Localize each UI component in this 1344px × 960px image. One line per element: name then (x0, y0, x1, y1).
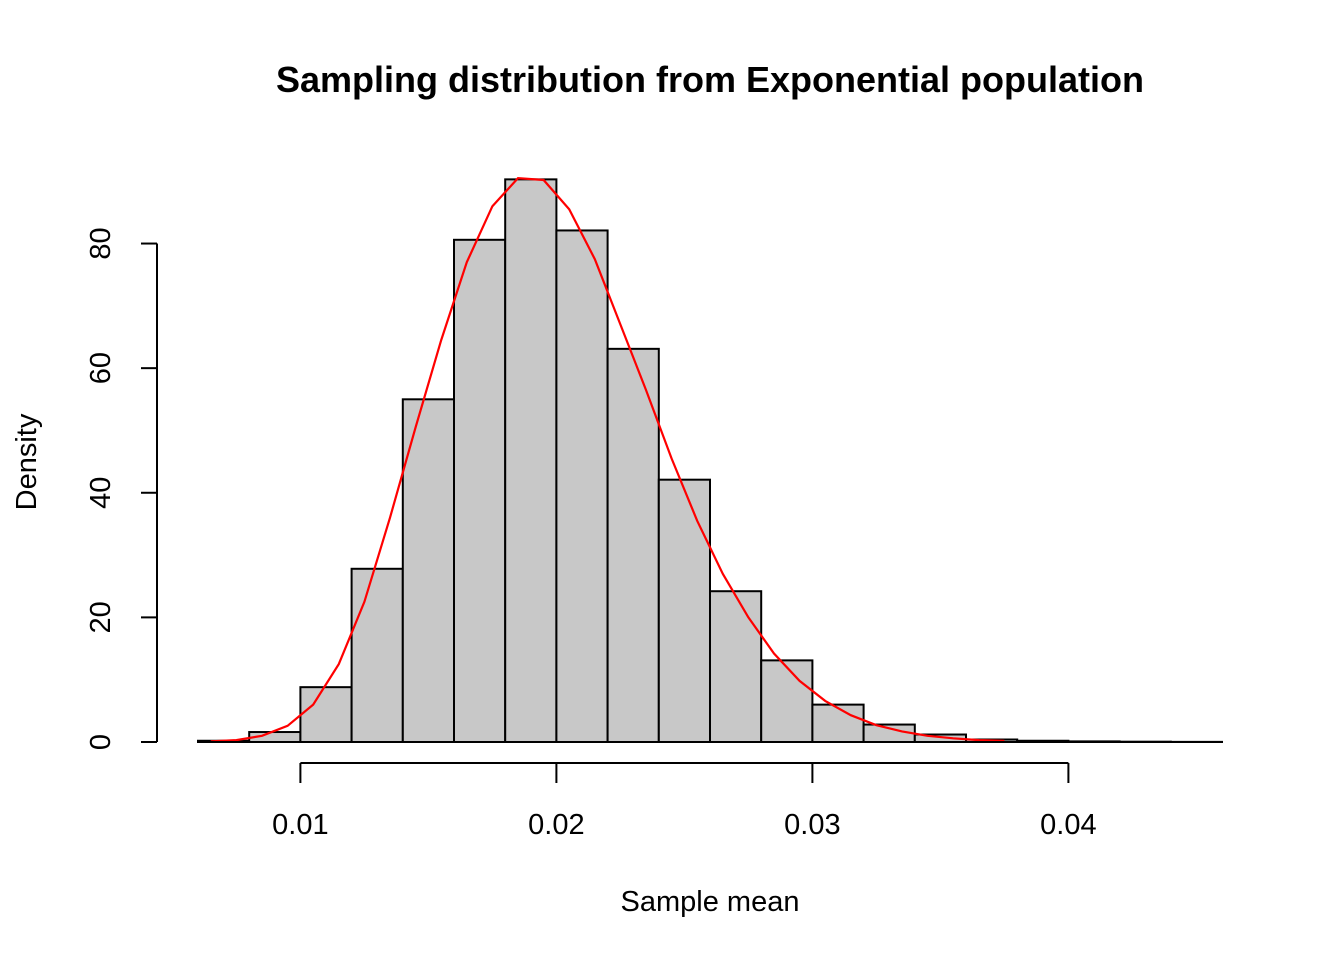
histogram-bar (350, 567, 404, 743)
y-axis: 0 20 40 60 80 (85, 227, 158, 750)
x-tick-label: 0.04 (1040, 809, 1096, 841)
x-tick-label: 0.02 (528, 809, 584, 841)
histogram-bar (657, 478, 711, 743)
y-tick-label: 60 (85, 352, 117, 384)
y-tick-label: 0 (85, 734, 117, 750)
y-tick-label: 40 (85, 477, 117, 509)
chart-title: Sampling distribution from Exponential p… (276, 59, 1144, 100)
histogram-bars (197, 178, 1224, 744)
y-axis-label: Density (11, 413, 43, 510)
histogram-bar (555, 229, 609, 743)
histogram-bar (504, 178, 558, 744)
density-curve (210, 176, 1005, 743)
histogram-bar (401, 398, 455, 743)
y-tick-label: 80 (85, 227, 117, 259)
x-tick-label: 0.03 (784, 809, 840, 841)
x-axis: 0.01 0.02 0.03 0.04 (272, 762, 1097, 841)
histogram-bar (606, 347, 660, 743)
histogram-bar (453, 238, 507, 744)
x-tick-label: 0.01 (272, 809, 328, 841)
histogram-bar (811, 703, 865, 743)
x-axis-label: Sample mean (621, 886, 800, 918)
y-tick-label: 20 (85, 601, 117, 633)
histogram-bar (760, 659, 814, 744)
histogram-bar (299, 686, 353, 744)
histogram-bar (709, 590, 763, 744)
